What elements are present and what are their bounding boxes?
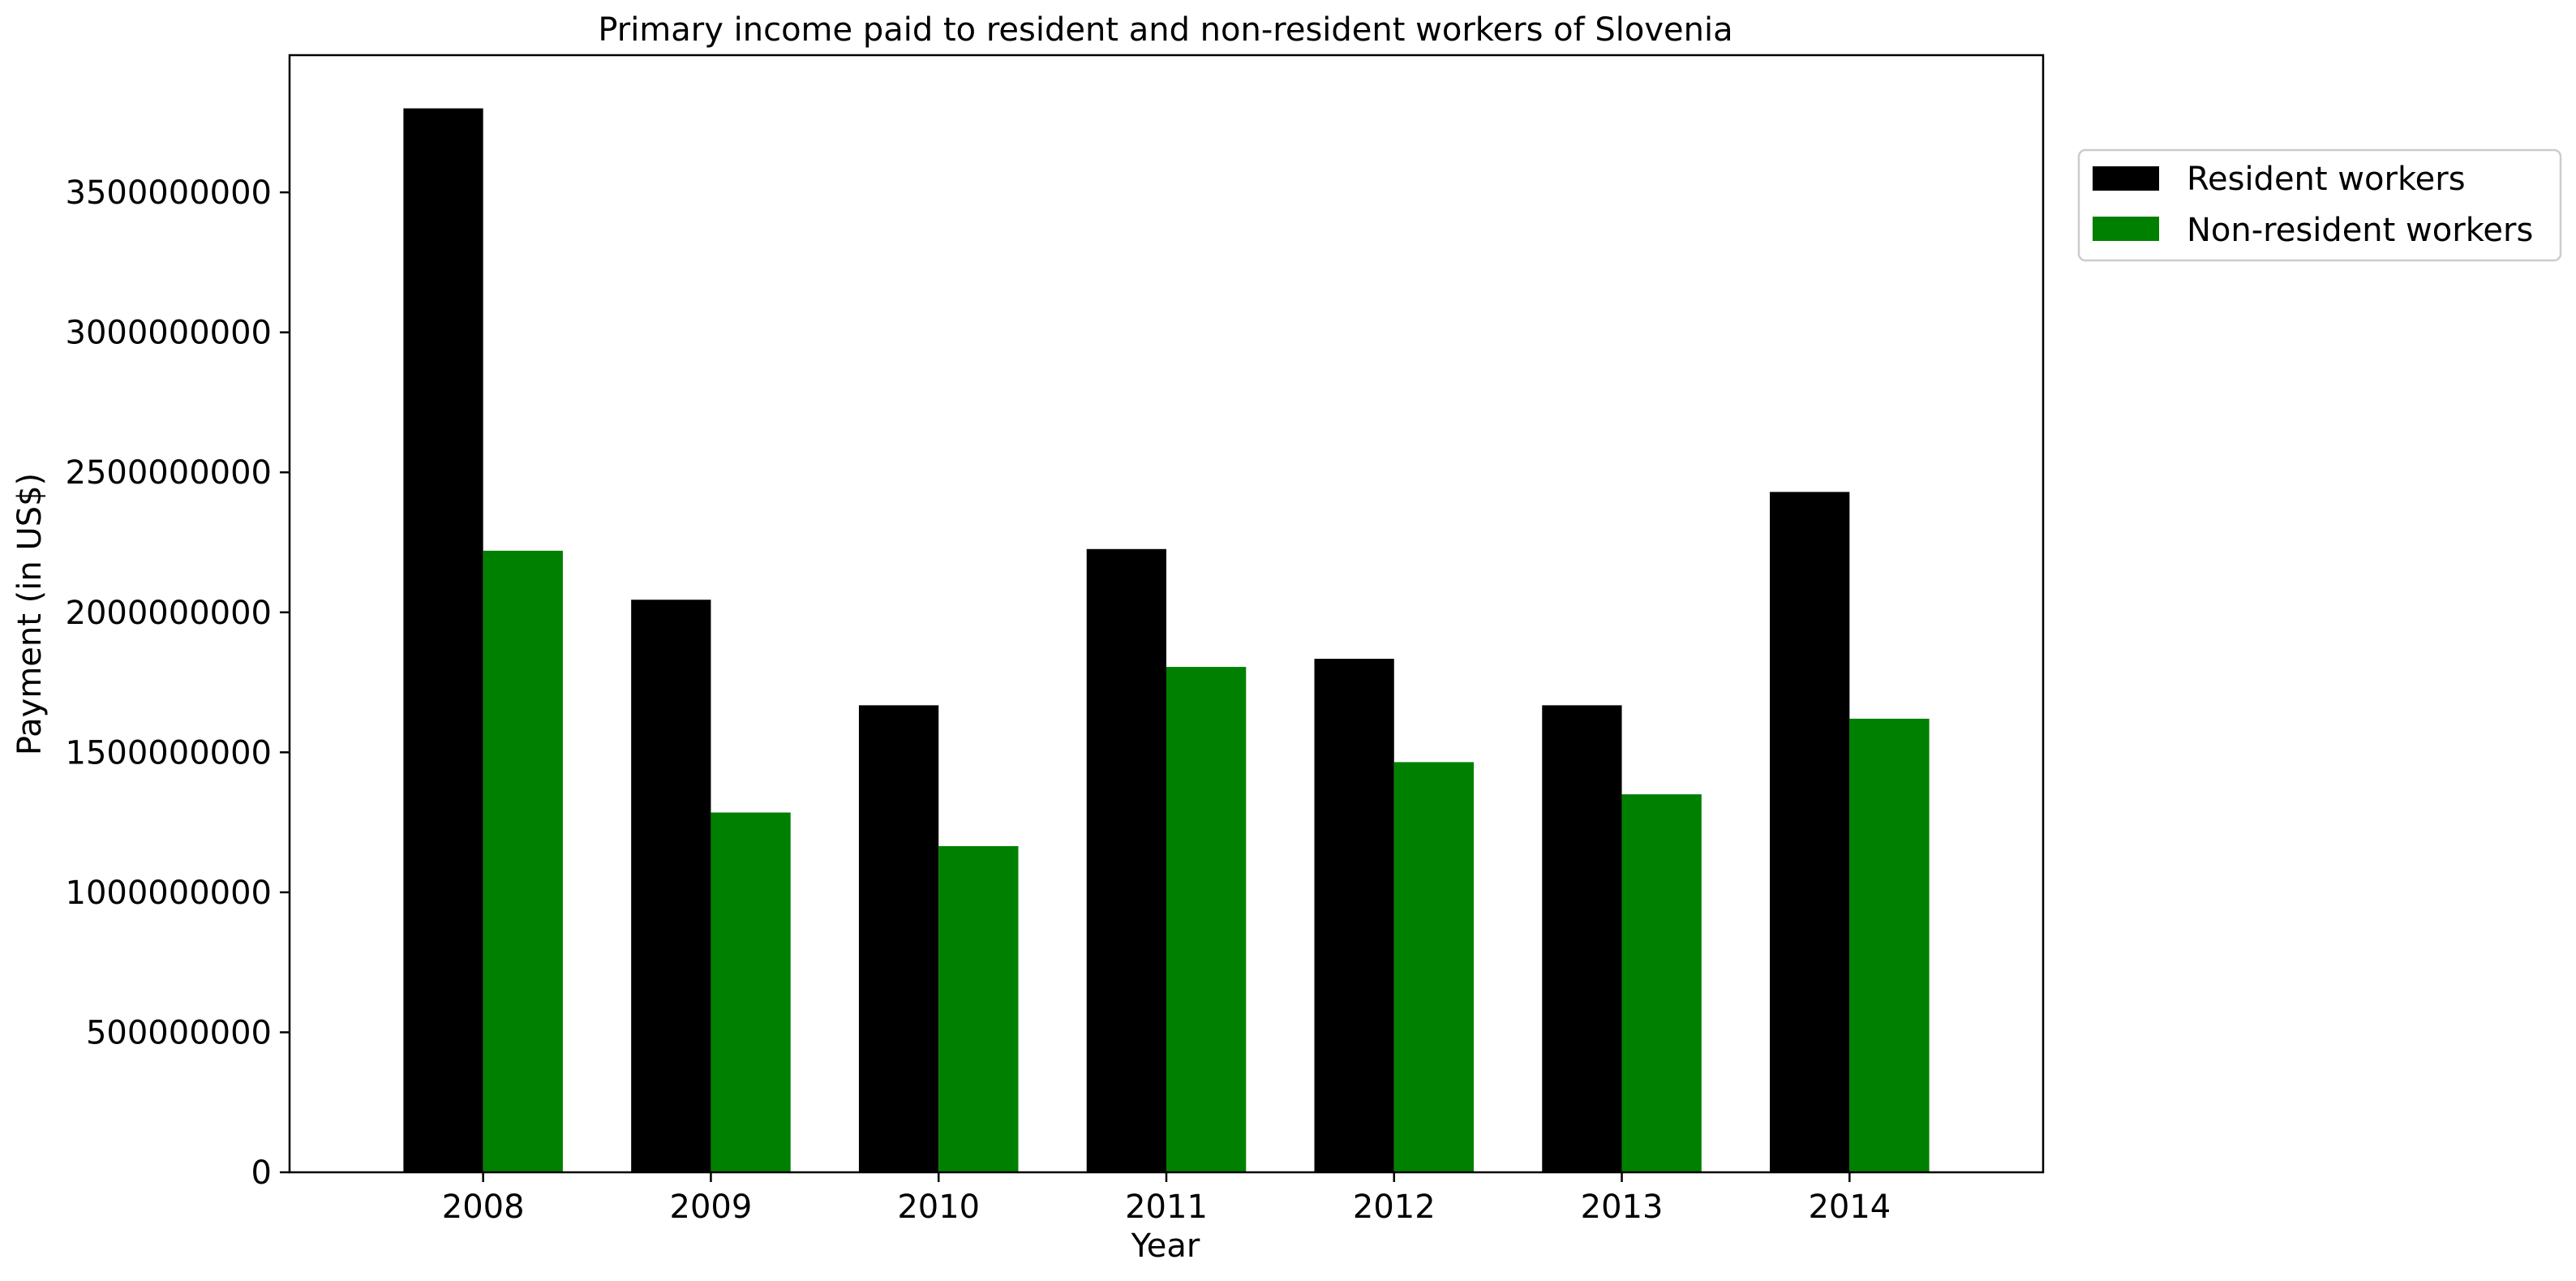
legend-label-non-resident: Non-resident workers xyxy=(2187,212,2533,249)
x-tick-label: 2008 xyxy=(442,1189,525,1226)
y-tick-label: 2500000000 xyxy=(66,454,273,492)
y-tick-label: 2000000000 xyxy=(66,595,273,632)
y-tick-label: 500000000 xyxy=(86,1014,272,1051)
bar-non-resident-2013 xyxy=(1621,794,1702,1172)
x-axis: 2008 2009 2010 2011 2012 2013 2014 xyxy=(442,1172,1891,1226)
y-axis: 0 500000000 1000000000 1500000000 2000000000… xyxy=(66,174,290,1192)
x-tick-label: 2011 xyxy=(1125,1189,1208,1226)
bar-non-resident-2014 xyxy=(1849,718,1930,1172)
legend-swatch-non-resident xyxy=(2093,217,2159,241)
x-tick-label: 2009 xyxy=(670,1189,753,1226)
x-tick-label: 2014 xyxy=(1808,1189,1891,1226)
x-tick-label: 2013 xyxy=(1581,1189,1664,1226)
bars-layer xyxy=(403,108,1930,1173)
legend-frame xyxy=(2077,148,2562,262)
y-tick-label: 1500000000 xyxy=(66,734,273,772)
y-axis-label: Payment (in US$) xyxy=(11,473,49,755)
y-tick-label: 1000000000 xyxy=(66,875,273,912)
bar-resident-2009 xyxy=(631,600,711,1172)
bar-non-resident-2008 xyxy=(483,550,563,1172)
legend-label-resident: Resident workers xyxy=(2187,161,2466,198)
y-tick-label: 3000000000 xyxy=(66,315,273,352)
bar-resident-2012 xyxy=(1314,659,1394,1172)
bar-resident-2010 xyxy=(858,705,939,1172)
bar-resident-2008 xyxy=(403,108,483,1173)
legend: Resident workers Non-resident workers xyxy=(2077,148,2562,262)
bar-resident-2011 xyxy=(1086,548,1166,1172)
bar-resident-2014 xyxy=(1770,492,1850,1172)
bar-non-resident-2009 xyxy=(711,812,791,1172)
x-axis-label: Year xyxy=(1131,1227,1200,1265)
y-tick-label: 0 xyxy=(251,1154,272,1192)
x-tick-label: 2012 xyxy=(1353,1189,1436,1226)
bar-resident-2013 xyxy=(1542,705,1622,1172)
x-tick-label: 2010 xyxy=(897,1189,980,1226)
legend-swatch-resident xyxy=(2093,166,2159,191)
bar-non-resident-2010 xyxy=(938,845,1019,1172)
bar-non-resident-2012 xyxy=(1393,762,1475,1172)
y-tick-label: 3500000000 xyxy=(66,174,273,212)
chart-title: Primary income paid to resident and non-… xyxy=(598,11,1732,49)
bar-non-resident-2011 xyxy=(1166,667,1247,1172)
